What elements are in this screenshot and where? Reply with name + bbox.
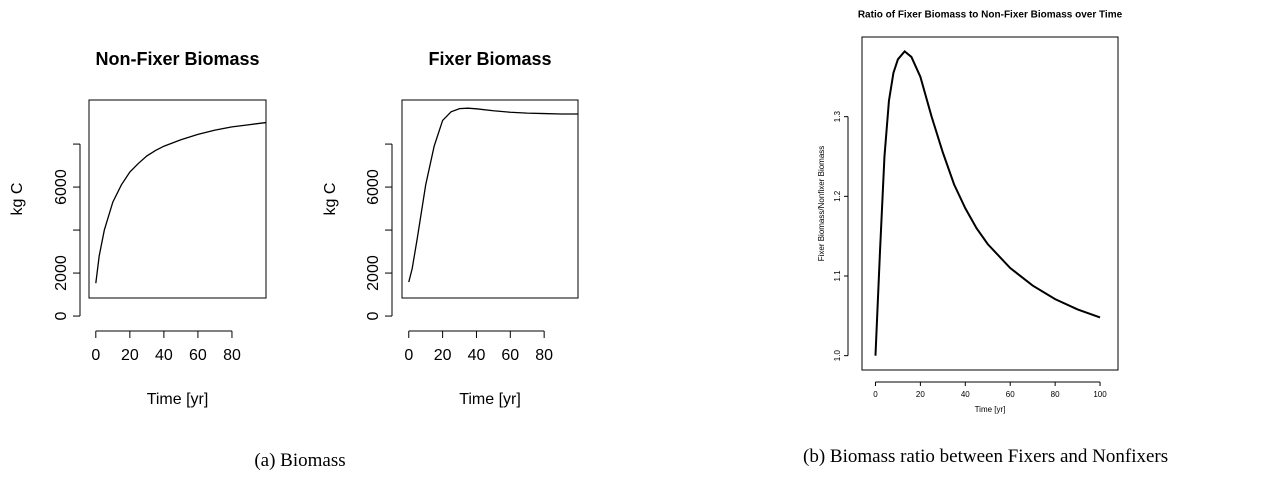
caption: (a) Biomass bbox=[254, 450, 346, 471]
y-tick-label: 0 bbox=[53, 312, 70, 321]
x-tick-label: 60 bbox=[1006, 390, 1015, 399]
x-axis-label: Time [yr] bbox=[147, 391, 209, 408]
chart-title: Non-Fixer Biomass bbox=[95, 49, 259, 69]
x-tick-label: 40 bbox=[961, 390, 970, 399]
x-tick-label: 100 bbox=[1093, 390, 1107, 399]
x-tick-label: 40 bbox=[155, 347, 173, 364]
plot-box bbox=[88, 99, 267, 299]
x-tick-label: 0 bbox=[873, 390, 878, 399]
x-tick-label: 20 bbox=[434, 347, 452, 364]
y-tick-label: 6000 bbox=[53, 169, 70, 205]
y-tick-label: 2000 bbox=[365, 255, 382, 291]
x-tick-label: 0 bbox=[404, 347, 413, 364]
plot-box bbox=[401, 99, 579, 299]
chart-title: Fixer Biomass bbox=[428, 49, 551, 69]
x-axis-label: Time [yr] bbox=[459, 391, 521, 408]
y-tick-label: 2000 bbox=[53, 255, 70, 291]
y-tick-label: 1.2 bbox=[833, 190, 842, 202]
y-tick-label: 6000 bbox=[365, 169, 382, 205]
x-tick-label: 60 bbox=[501, 347, 519, 364]
caption: (b) Biomass ratio between Fixers and Non… bbox=[803, 446, 1169, 467]
y-tick-label: 1.1 bbox=[833, 270, 842, 282]
data-line bbox=[95, 121, 267, 284]
x-tick-label: 20 bbox=[121, 347, 139, 364]
data-line bbox=[874, 49, 1101, 356]
x-tick-label: 80 bbox=[1051, 390, 1060, 399]
y-axis-label: kg C bbox=[9, 183, 26, 216]
y-tick-label: 1.0 bbox=[833, 350, 842, 362]
x-tick-label: 40 bbox=[468, 347, 486, 364]
chart-title: Ratio of Fixer Biomass to Non-Fixer Biom… bbox=[858, 10, 1123, 21]
y-tick-label: 1.3 bbox=[833, 111, 842, 123]
x-tick-label: 0 bbox=[91, 347, 100, 364]
y-axis-label: kg C bbox=[322, 183, 339, 216]
x-tick-label: 80 bbox=[223, 347, 241, 364]
x-axis-label: Time [yr] bbox=[975, 405, 1006, 414]
x-tick-label: 80 bbox=[535, 347, 553, 364]
data-line bbox=[408, 107, 578, 283]
plot-box bbox=[861, 36, 1119, 371]
x-tick-label: 60 bbox=[189, 347, 207, 364]
y-tick-label: 0 bbox=[365, 312, 382, 321]
y-axis-label: Fixer Biomass/Nonfixer Biomass bbox=[817, 146, 826, 262]
x-tick-label: 20 bbox=[916, 390, 925, 399]
